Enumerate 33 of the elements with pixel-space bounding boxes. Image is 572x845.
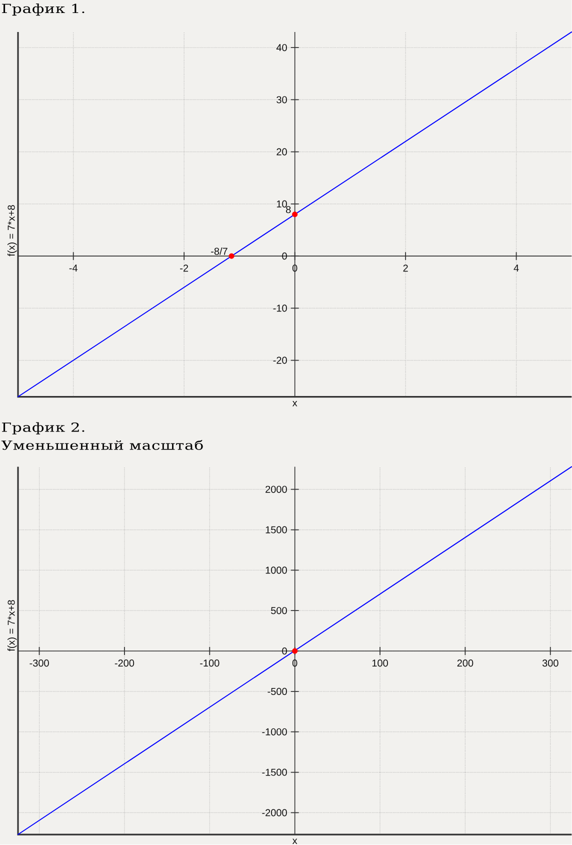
y-axis-title: f(x) = 7*x+8 xyxy=(7,600,17,652)
y-tick-label: -500 xyxy=(268,688,287,695)
x-tick-label: 100 xyxy=(372,660,388,667)
y-tick-label: 20 xyxy=(276,148,287,156)
x-tick-label: -100 xyxy=(200,660,220,667)
x-tick-label: -200 xyxy=(114,660,134,667)
y-axis-title: f(x) = 7*x+8 xyxy=(7,205,17,256)
chart-subtitle: Уменьшенный масштаб xyxy=(1,440,203,450)
y-tick-label: -20 xyxy=(273,356,287,364)
x-tick-label: 4 xyxy=(514,264,519,272)
x-tick-label: -2 xyxy=(180,264,188,272)
x-tick-label: 200 xyxy=(457,660,473,667)
x-tick-label: 300 xyxy=(542,660,558,667)
y-tick-label: 2000 xyxy=(265,486,287,493)
y-tick-label: 500 xyxy=(270,607,287,614)
annotation: -8/7 xyxy=(210,248,228,255)
chart-title: График 1. xyxy=(2,3,84,16)
y-tick-label: -10 xyxy=(273,304,287,312)
y-tick-label: 1000 xyxy=(266,566,287,574)
y-tick-label: -2000 xyxy=(262,809,287,816)
y-tick-label: 30 xyxy=(276,96,287,104)
x-axis-title: x xyxy=(292,838,297,844)
y-tick-label: 1500 xyxy=(266,526,287,534)
annotation: 8 xyxy=(286,206,290,214)
y-tick-label: -1500 xyxy=(262,768,287,776)
chart-title: График 2. xyxy=(2,422,84,434)
x-axis-title: x xyxy=(292,400,297,406)
y-tick-label: -1000 xyxy=(262,728,287,736)
x-tick-label: -300 xyxy=(29,660,49,667)
x-tick-label: 2 xyxy=(403,264,408,272)
x-tick-label: -4 xyxy=(69,264,78,272)
y-tick-label: 10 xyxy=(276,200,287,208)
y-tick-label: 40 xyxy=(276,44,287,52)
